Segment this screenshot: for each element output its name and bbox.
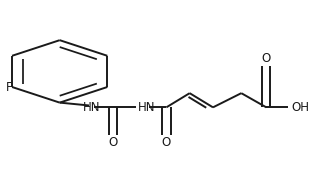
Text: O: O <box>162 136 171 149</box>
Text: HN: HN <box>83 101 100 114</box>
Text: O: O <box>262 52 271 65</box>
Text: OH: OH <box>291 101 309 114</box>
Text: O: O <box>109 136 118 149</box>
Text: F: F <box>6 81 12 94</box>
Text: HN: HN <box>138 101 156 114</box>
